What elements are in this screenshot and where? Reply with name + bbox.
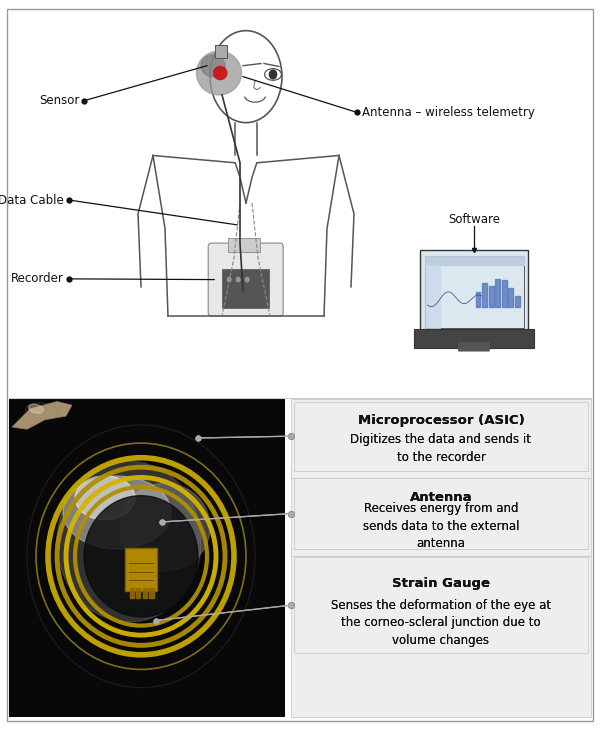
FancyBboxPatch shape (9, 399, 285, 717)
FancyBboxPatch shape (294, 557, 588, 653)
Text: Microprocessor (ASIC): Microprocessor (ASIC) (358, 415, 524, 428)
Bar (482, 283, 487, 307)
Bar (143, 588, 147, 598)
Polygon shape (12, 402, 72, 429)
FancyBboxPatch shape (215, 45, 227, 58)
Text: Data Cable: Data Cable (0, 193, 64, 207)
Bar (502, 280, 507, 307)
Bar (130, 588, 134, 598)
Bar (488, 286, 493, 307)
Circle shape (245, 277, 249, 282)
FancyBboxPatch shape (228, 238, 260, 252)
Bar (496, 279, 500, 307)
FancyBboxPatch shape (125, 548, 157, 591)
Ellipse shape (214, 66, 227, 80)
Text: Receives energy from and
sends data to the external
antenna: Receives energy from and sends data to t… (363, 502, 519, 550)
Circle shape (227, 277, 231, 282)
Bar (508, 288, 513, 307)
Ellipse shape (63, 476, 171, 549)
Bar (136, 588, 140, 598)
Ellipse shape (197, 51, 241, 95)
Text: Sensor: Sensor (39, 94, 79, 107)
FancyBboxPatch shape (294, 402, 588, 471)
FancyBboxPatch shape (294, 478, 588, 549)
Text: Digitizes the data and sends it
to the recorder: Digitizes the data and sends it to the r… (350, 434, 532, 464)
FancyBboxPatch shape (294, 557, 588, 653)
Ellipse shape (120, 483, 210, 571)
Bar (515, 296, 520, 307)
Text: Receives energy from and
sends data to the external
antenna: Receives energy from and sends data to t… (363, 502, 519, 550)
Text: Recorder: Recorder (11, 272, 64, 285)
Text: Antenna – wireless telemetry: Antenna – wireless telemetry (362, 106, 535, 119)
FancyBboxPatch shape (420, 250, 529, 334)
Text: Antenna: Antenna (410, 491, 472, 504)
Text: Digitizes the data and sends it
to the recorder: Digitizes the data and sends it to the r… (350, 434, 532, 464)
Circle shape (236, 277, 240, 282)
Bar (425, 255, 523, 265)
FancyBboxPatch shape (125, 548, 157, 591)
FancyBboxPatch shape (291, 399, 591, 717)
Bar (136, 588, 140, 598)
FancyBboxPatch shape (222, 269, 269, 308)
Ellipse shape (75, 476, 135, 520)
Bar (149, 588, 154, 598)
Circle shape (269, 70, 277, 79)
Ellipse shape (57, 461, 201, 622)
Bar (476, 292, 481, 307)
Text: Antenna: Antenna (410, 491, 472, 504)
FancyBboxPatch shape (294, 402, 588, 471)
FancyBboxPatch shape (458, 342, 490, 351)
Bar (425, 265, 439, 328)
Text: Senses the deformation of the eye at
the corneo-scleral junction due to
volume c: Senses the deformation of the eye at the… (331, 599, 551, 647)
Bar (149, 588, 154, 598)
Ellipse shape (201, 55, 225, 77)
Bar (130, 588, 134, 598)
Ellipse shape (84, 496, 198, 617)
FancyBboxPatch shape (415, 329, 534, 348)
Text: Senses the deformation of the eye at
the corneo-scleral junction due to
volume c: Senses the deformation of the eye at the… (331, 599, 551, 647)
Text: Software: Software (448, 213, 500, 226)
FancyBboxPatch shape (208, 243, 283, 316)
FancyBboxPatch shape (294, 478, 588, 549)
Text: Strain Gauge: Strain Gauge (392, 577, 490, 591)
Text: Microprocessor (ASIC): Microprocessor (ASIC) (358, 415, 524, 428)
Text: Strain Gauge: Strain Gauge (392, 577, 490, 591)
Ellipse shape (29, 404, 43, 413)
Bar (143, 588, 147, 598)
